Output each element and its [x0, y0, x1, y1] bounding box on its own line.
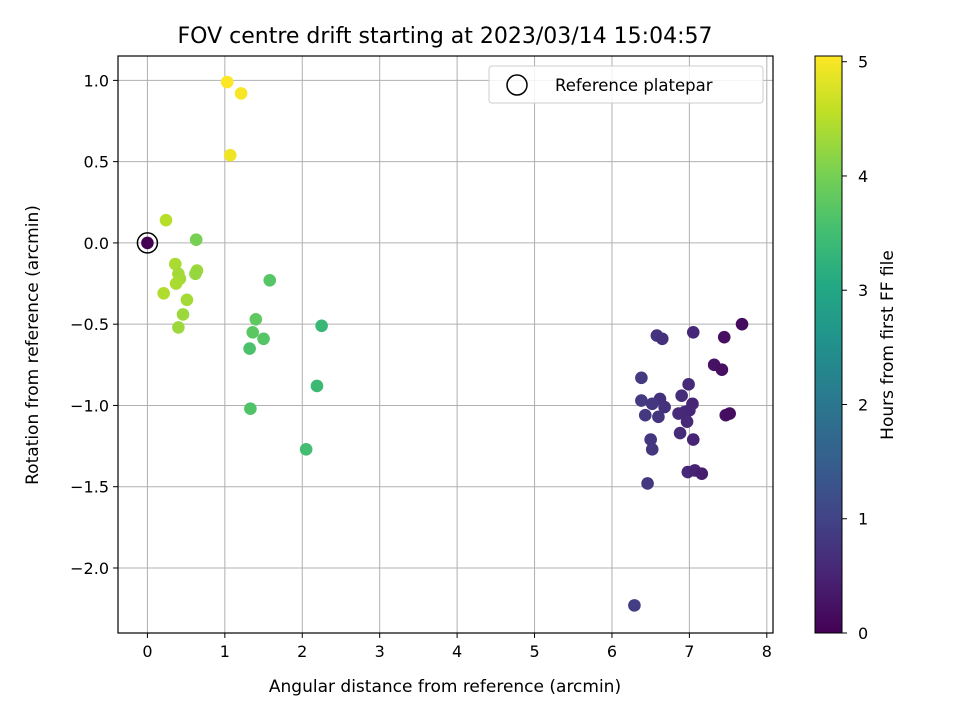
scatter-point — [686, 326, 700, 339]
scatter-point — [658, 400, 671, 414]
x-tick-label: 8 — [762, 642, 772, 661]
scatter-point — [169, 277, 183, 290]
y-tick-label: 1.0 — [84, 71, 109, 90]
grid — [118, 56, 773, 633]
x-axis: 0 1 2 3 4 5 6 7 8 — [142, 633, 772, 661]
colorbar-tick-label: 4 — [858, 167, 868, 186]
y-tick-label: −1.5 — [70, 478, 109, 497]
scatter-point — [159, 213, 173, 227]
x-tick-label: 2 — [297, 642, 307, 661]
scatter-point — [635, 394, 648, 407]
scatter-point — [172, 321, 185, 334]
scatter-point — [263, 273, 277, 287]
scatter-point — [315, 319, 328, 333]
scatter-point — [715, 363, 729, 376]
colorbar: 0 1 2 3 4 5 Hours from first FF file — [814, 53, 898, 643]
colorbar-tick-label: 1 — [858, 510, 868, 529]
legend-box — [488, 65, 764, 104]
scatter-point — [234, 87, 248, 100]
y-tick-label: −0.5 — [70, 315, 109, 334]
scatter-point — [249, 313, 263, 326]
scatter-point — [189, 233, 203, 246]
scatter-point — [717, 330, 731, 344]
scatter-point — [723, 407, 736, 420]
reference-marker — [136, 232, 159, 254]
scatter-point — [299, 443, 313, 456]
x-tick-label: 6 — [607, 642, 617, 661]
x-tick-label: 1 — [220, 642, 230, 661]
scatter-point — [246, 326, 260, 339]
colorbar-tick-label: 3 — [858, 281, 868, 300]
colorbar-tick-label: 0 — [858, 624, 868, 643]
colorbar-label: Hours from first FF file — [878, 250, 898, 440]
x-tick-label: 0 — [142, 642, 152, 661]
scatter-point — [644, 433, 657, 446]
plot-frame — [117, 55, 774, 634]
legend-label-reference: Reference platepar — [555, 76, 713, 95]
scatter-point — [645, 443, 659, 456]
scatter-point — [220, 75, 234, 89]
y-axis: 1.0 0.5 0.0 −0.5 −1.0 −1.5 −2.0 — [70, 71, 118, 578]
scatter-point — [244, 402, 257, 416]
scatter-point — [683, 404, 696, 417]
legend-marker-reference — [506, 74, 528, 96]
scatter-point — [189, 267, 202, 281]
x-tick-label: 3 — [375, 642, 385, 661]
scatter-point — [638, 408, 652, 422]
scatter-point — [652, 410, 665, 424]
y-tick-label: 0.0 — [84, 234, 109, 253]
scatter-point — [157, 287, 170, 300]
scatter-point — [180, 293, 194, 307]
scatter-point — [257, 332, 270, 346]
scatter-point — [243, 342, 256, 355]
scatter-point — [675, 389, 688, 402]
chart-title: FOV centre drift starting at 2023/03/14 … — [178, 24, 713, 49]
y-tick-label: −1.0 — [70, 396, 109, 415]
y-axis-label: Rotation from reference (arcmin) — [23, 205, 43, 485]
colorbar-tick-label: 5 — [858, 53, 868, 72]
colorbar-gradient — [814, 55, 843, 634]
scatter-point — [168, 257, 182, 271]
scatter-point — [635, 371, 648, 385]
x-tick-label: 5 — [529, 642, 539, 661]
y-tick-label: −2.0 — [70, 559, 109, 578]
scatter-point — [673, 426, 687, 440]
scatter-point — [310, 379, 324, 393]
scatter-point — [141, 236, 154, 250]
x-axis-label: Angular distance from reference (arcmin) — [269, 677, 621, 697]
legend: Reference platepar — [488, 65, 764, 104]
points-layer — [136, 75, 749, 612]
scatter-point — [223, 148, 237, 162]
scatter-point — [735, 317, 749, 331]
scatter-point — [176, 308, 190, 321]
scatter-point — [641, 477, 654, 490]
colorbar-tick-label: 2 — [858, 395, 868, 414]
y-tick-label: 0.5 — [84, 153, 109, 172]
scatter-point — [645, 397, 659, 411]
scatter-point — [680, 415, 694, 429]
scatter-point — [695, 467, 709, 481]
scatter-point — [655, 332, 669, 346]
scatter-point — [686, 433, 700, 446]
scatter-point — [628, 599, 641, 612]
colorbar-ticks: 0 1 2 3 4 5 — [842, 53, 868, 643]
x-tick-label: 7 — [684, 642, 694, 661]
scatter-point — [682, 378, 695, 391]
x-tick-label: 4 — [452, 642, 462, 661]
